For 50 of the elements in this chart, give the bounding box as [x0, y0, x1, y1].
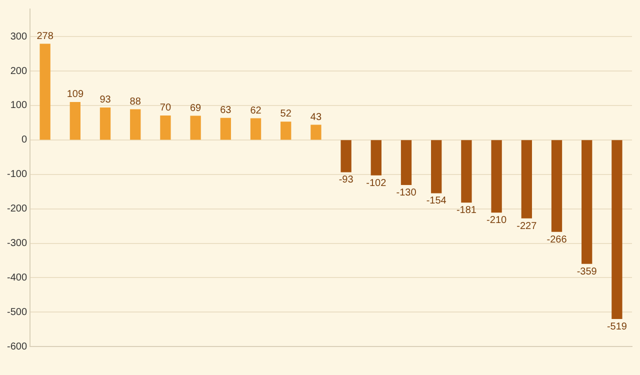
y-tick-label: -100 [7, 169, 28, 180]
y-tick-label: 0 [21, 134, 28, 146]
data-label: 52 [280, 108, 292, 120]
data-label: -227 [516, 220, 538, 232]
y-tick-label: -600 [7, 341, 28, 352]
data-label: -154 [426, 196, 447, 207]
y-tick-label: 100 [10, 100, 28, 112]
bar [461, 140, 472, 203]
data-label: 278 [36, 30, 54, 42]
bar [521, 140, 532, 218]
data-label: -210 [486, 215, 507, 226]
y-tick-label: -300 [7, 238, 28, 250]
bar [582, 140, 592, 264]
data-label: -130 [396, 187, 417, 198]
data-label: 70 [160, 102, 172, 114]
bar [431, 140, 442, 194]
data-label: 109 [66, 89, 84, 100]
bar [400, 140, 412, 186]
data-label: -102 [366, 178, 387, 189]
bar [220, 118, 231, 140]
data-label: 63 [220, 104, 232, 116]
bar [370, 140, 382, 176]
bar [280, 122, 292, 140]
data-label: 43 [310, 112, 322, 123]
bar [40, 44, 50, 140]
bar [612, 140, 622, 320]
bar [160, 115, 171, 140]
y-tick-label: 200 [10, 66, 28, 77]
bar [340, 140, 352, 172]
bar [491, 140, 502, 213]
data-label: -359 [576, 266, 598, 278]
data-label: 62 [250, 105, 262, 116]
bar [250, 118, 262, 140]
y-tick-label: 300 [10, 31, 28, 42]
y-tick-label: -500 [7, 306, 28, 318]
data-label: -519 [606, 321, 628, 332]
y-tick-label: -400 [7, 272, 28, 284]
y-tick-label: -200 [7, 204, 28, 215]
bar [100, 108, 111, 140]
data-label: 93 [100, 94, 112, 106]
data-label: 69 [190, 102, 202, 114]
data-label: -266 [546, 234, 568, 246]
bar [70, 102, 80, 140]
bar [130, 109, 141, 140]
bar [310, 124, 322, 140]
data-label: -181 [456, 205, 477, 216]
bar [190, 116, 201, 140]
data-label: -93 [338, 174, 354, 186]
data-label: 88 [130, 96, 142, 108]
bar [551, 140, 562, 232]
